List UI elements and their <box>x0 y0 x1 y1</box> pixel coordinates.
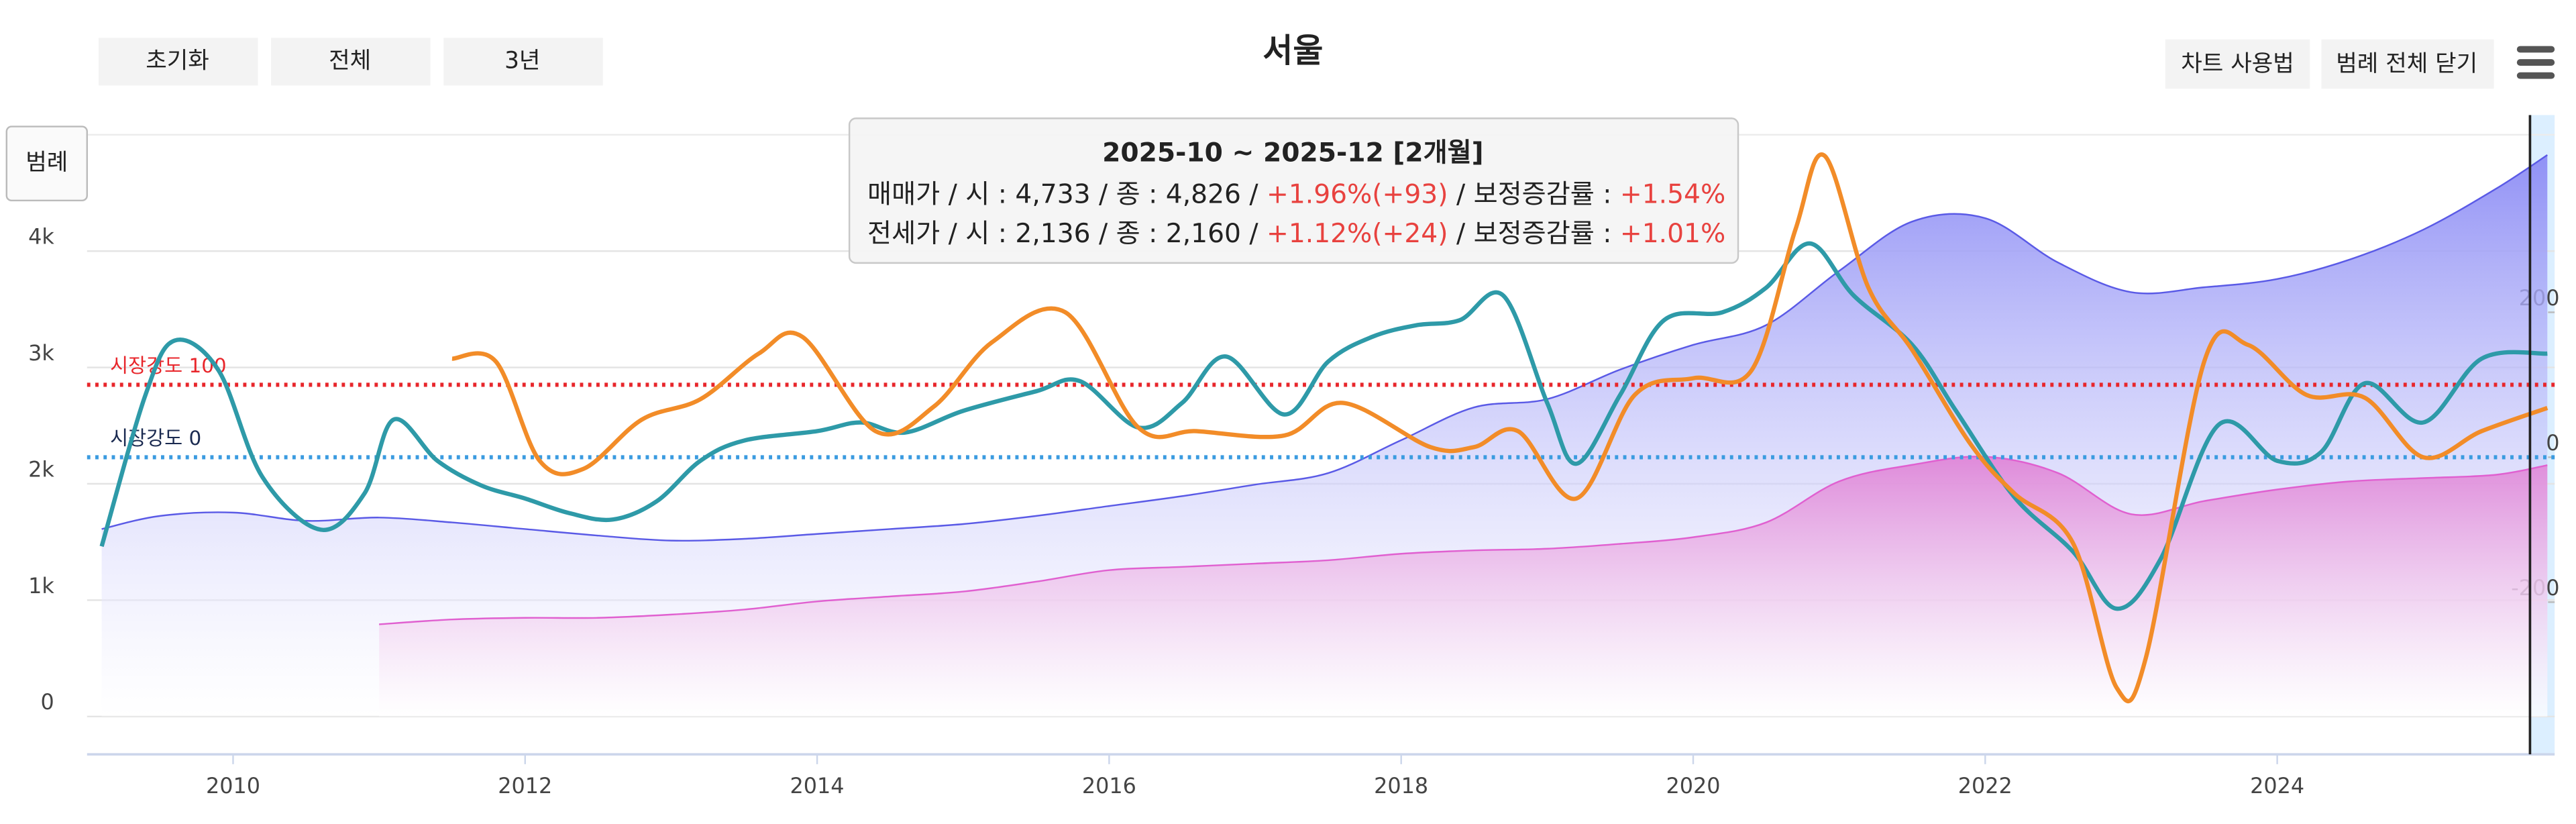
x-tick-label: 2022 <box>1958 773 2012 799</box>
plot: 01k2k3k4k-200020020102012201420162018202… <box>28 115 2560 799</box>
series-line <box>99 241 2548 611</box>
button-label: 차트 사용법 <box>2181 50 2294 77</box>
x-tick-label: 2014 <box>790 773 845 799</box>
x-tick-label: 2010 <box>206 773 260 799</box>
x-tick-label: 2012 <box>498 773 552 799</box>
row-text: 매매가 / 시 : 4,733 / 종 : 4,826 / <box>867 179 1267 209</box>
button-label: 범례 전체 닫기 <box>2336 50 2477 77</box>
x-tick-label: 2020 <box>1666 773 1720 799</box>
tooltip-row: 전세가 / 시 : 2,136 / 종 : 2,160 / +1.12%(+24… <box>867 219 1725 249</box>
tooltip-row: 매매가 / 시 : 4,733 / 종 : 4,826 / +1.96%(+93… <box>867 179 1725 209</box>
button-bg <box>5 125 89 202</box>
y-tick-label: 4k <box>28 224 54 250</box>
button-bg <box>2165 39 2310 89</box>
tooltip: 2025-10 ~ 2025-12 [2개월] 매매가 / 시 : 4,733 … <box>848 117 1739 264</box>
area-fill <box>379 456 2548 717</box>
legend-button[interactable]: 범례 <box>5 125 89 202</box>
button-bg <box>443 38 603 86</box>
close-legend-button[interactable]: 범례 전체 닫기 <box>2321 39 2494 89</box>
row-text: 전세가 / 시 : 2,136 / 종 : 2,160 / <box>867 219 1267 249</box>
button-label: 전체 <box>329 47 371 74</box>
menu-bar <box>2516 59 2555 66</box>
menu-bar <box>2516 46 2555 53</box>
series-line <box>451 152 2548 704</box>
menu-bar <box>2516 72 2555 79</box>
y-tick-label: 1k <box>28 573 54 599</box>
change-value: +1.01% <box>1620 219 1725 249</box>
row-text: / 보정증감률 : <box>1448 179 1620 209</box>
area-line <box>101 154 2548 542</box>
button-label: 초기화 <box>146 47 209 74</box>
button-label: 3년 <box>504 47 540 74</box>
y-tick-label: 3k <box>28 340 54 366</box>
x-tick-label: 2018 <box>1374 773 1428 799</box>
x-tick-label: 2024 <box>2250 773 2304 799</box>
3y-button[interactable]: 3년 <box>443 38 603 86</box>
reset-button[interactable]: 초기화 <box>98 38 258 86</box>
tooltip-rows: 매매가 / 시 : 4,733 / 종 : 4,826 / +1.96%(+93… <box>867 179 1725 249</box>
button-bg <box>98 38 258 86</box>
button-bg <box>2321 39 2494 89</box>
tooltip-title: 2025-10 ~ 2025-12 [2개월] <box>1102 138 1483 168</box>
y2-tick-label: 0 <box>2546 430 2559 456</box>
button-label: 범례 <box>25 149 68 176</box>
reference-label: 시장강도 0 <box>110 427 201 450</box>
area-line <box>379 456 2548 625</box>
all-button[interactable]: 전체 <box>271 38 431 86</box>
row-text: / 보정증감률 : <box>1448 219 1620 249</box>
change-value: +1.12%(+24) <box>1267 219 1448 249</box>
change-value: +1.54% <box>1620 179 1725 209</box>
y-tick-label: 2k <box>28 456 54 482</box>
y-tick-label: 0 <box>41 689 54 715</box>
x-tick-label: 2016 <box>1082 773 1136 799</box>
header: 초기화 전체 3년 서울 차트 사용법 범례 전체 닫기 범례 <box>5 32 2555 202</box>
tooltip-bg <box>848 117 1739 264</box>
chart-title: 서울 <box>1263 32 1323 70</box>
menu-button[interactable] <box>2516 46 2555 79</box>
help-button[interactable]: 차트 사용법 <box>2165 39 2310 89</box>
change-value: +1.96%(+93) <box>1267 179 1448 209</box>
button-bg <box>271 38 431 86</box>
